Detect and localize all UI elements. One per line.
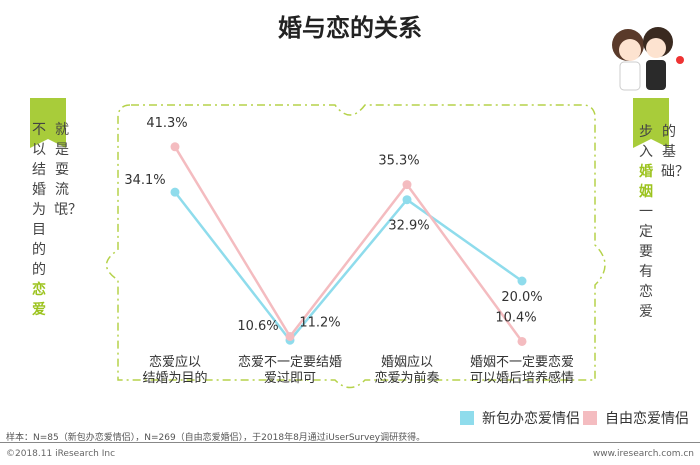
data-label: 10.4%: [495, 310, 536, 325]
data-label: 35.3%: [378, 154, 419, 169]
data-label: 41.3%: [146, 116, 187, 131]
left-banner-col1: 不以结婚为目的的恋爱: [31, 120, 47, 320]
right-banner-suffix: 一定要有恋爱: [639, 204, 653, 320]
category-label-line: 爱过即可: [263, 371, 316, 386]
data-point: [170, 187, 180, 197]
legend-label: 新包办恋爱情侣: [482, 411, 580, 427]
series-line-1: [173, 146, 524, 343]
data-label: 10.6%: [237, 319, 278, 334]
data-label: 34.1%: [124, 173, 165, 188]
category-label: 婚姻不一定要恋爱 可以婚后培养感情: [462, 355, 582, 387]
data-point: [402, 195, 412, 205]
category-label: 恋爱不一定要结婚 爱过即可: [230, 355, 350, 387]
series-line-0: [174, 191, 523, 343]
legend-label: 自由恋爱情侣: [605, 411, 689, 427]
category-label-line: 恋爱应以: [148, 355, 201, 370]
data-point: [517, 336, 527, 346]
sample-note: 样本：N=85（新包办恋爱情侣），N=269（自由恋爱婚侣），于2018年8月通…: [6, 433, 426, 443]
data-label: 20.0%: [501, 290, 542, 305]
left-banner-text: 不以结婚为目的的: [32, 122, 46, 278]
page-title: 婚与恋的关系: [278, 14, 422, 42]
data-point: [170, 142, 180, 152]
legend-swatch-pink: [583, 411, 597, 425]
legend-item-pink: 自由恋爱情侣: [583, 408, 689, 428]
divider: [0, 442, 700, 443]
right-banner-highlight: 婚姻: [639, 164, 653, 200]
category-label-line: 恋爱为前奏: [374, 371, 440, 386]
data-label: 32.9%: [388, 219, 429, 234]
right-banner-col1: 步入婚姻一定要有恋爱: [638, 122, 654, 322]
legend-swatch-blue: [460, 411, 474, 425]
data-point: [402, 180, 412, 190]
category-label: 恋爱应以 结婚为目的: [115, 355, 235, 387]
website-link[interactable]: www.iresearch.com.cn: [592, 449, 694, 459]
category-label: 婚姻应以 恋爱为前奏: [347, 355, 467, 387]
legend-item-blue: 新包办恋爱情侣: [460, 408, 580, 428]
right-banner-prefix: 步入: [639, 124, 653, 160]
category-label-line: 婚姻不一定要恋爱: [469, 355, 574, 370]
category-label-line: 可以婚后培养感情: [469, 371, 574, 386]
data-label: 11.2%: [299, 315, 340, 330]
copyright: ©2018.11 iResearch Inc: [6, 449, 116, 459]
category-label-line: 婚姻应以: [380, 355, 433, 370]
left-banner-highlight: 恋爱: [32, 282, 46, 318]
category-label-line: 恋爱不一定要结婚: [237, 355, 342, 370]
data-point: [517, 276, 527, 286]
category-label-line: 结婚为目的: [142, 371, 208, 386]
couple-illustration-icon: [612, 27, 684, 91]
data-point: [285, 331, 295, 341]
